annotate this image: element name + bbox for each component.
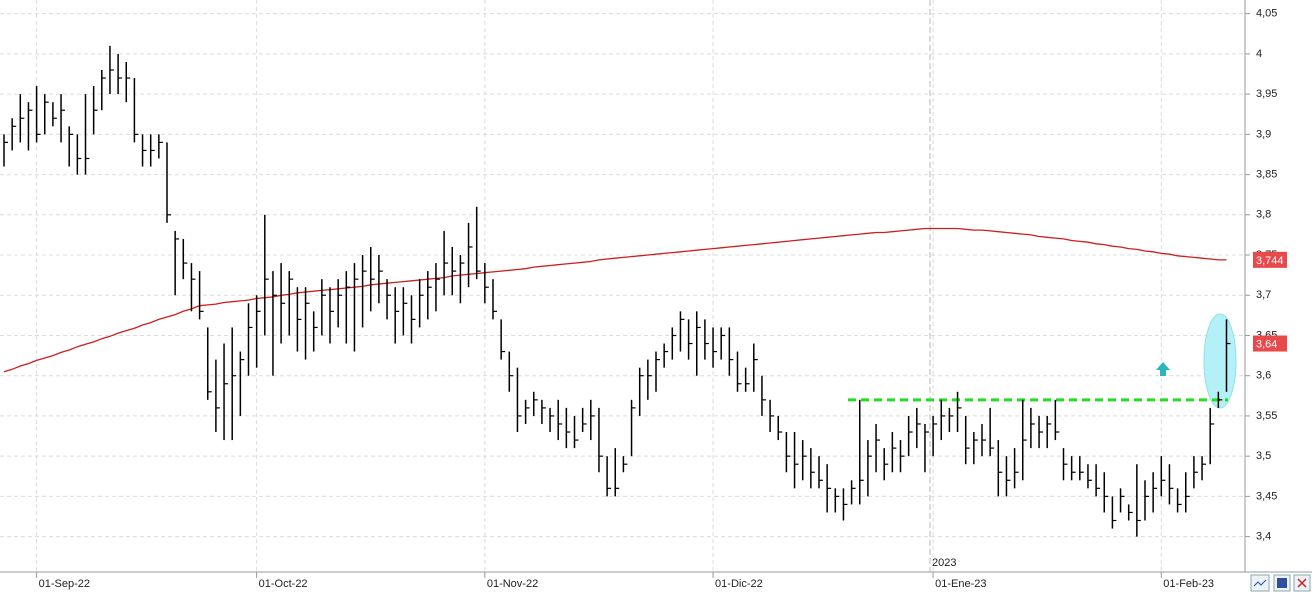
y-tick-label: 4 (1256, 48, 1262, 60)
y-tick-label: 3,7 (1256, 289, 1271, 301)
y-tick-label: 3,55 (1256, 410, 1277, 422)
x-tick-label: 01-Nov-22 (487, 578, 538, 590)
zoom-button[interactable] (1250, 574, 1270, 592)
y-tick-label: 4,05 (1256, 8, 1277, 20)
price-tag-label: 3,744 (1256, 255, 1284, 267)
moving-average-line (3, 227, 1227, 373)
x-tick-label: 01-Feb-23 (1163, 578, 1214, 590)
price-tag (1253, 251, 1287, 268)
toolbar (1250, 574, 1311, 592)
y-tick-label: 3,85 (1256, 168, 1277, 180)
plot-area (3, 45, 1231, 537)
x-tick-label: 01-Sep-22 (39, 578, 90, 590)
save-icon (1277, 578, 1287, 588)
y-tick-label: 3,9 (1256, 128, 1271, 140)
x-tick-label: 01-Ene-23 (935, 578, 986, 590)
zoom-icon (1253, 579, 1267, 587)
y-tick-label: 3,45 (1256, 490, 1277, 502)
x-tick-label: 01-Oct-22 (259, 578, 308, 590)
y-tick-label: 3,4 (1256, 531, 1271, 543)
year-label: 2023 (932, 557, 956, 569)
price-tag (1253, 335, 1287, 352)
close-icon (1297, 578, 1307, 588)
highlight-ellipse (1203, 313, 1237, 409)
grid (0, 0, 1245, 572)
x-tick-label: 01-Dic-22 (715, 578, 763, 590)
y-tick-label: 3,5 (1256, 450, 1271, 462)
y-tick-label: 3,6 (1256, 370, 1271, 382)
price-tag-label: 3,64 (1256, 338, 1277, 350)
y-tick-label: 3,95 (1256, 88, 1277, 100)
y-tick-label: 3,8 (1256, 209, 1271, 221)
up-arrow (1156, 362, 1170, 376)
